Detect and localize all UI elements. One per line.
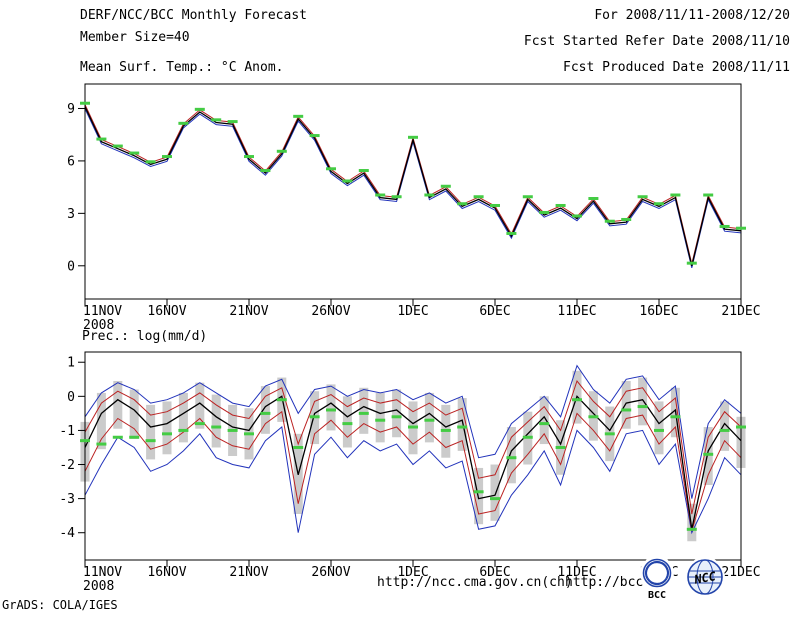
svg-text:16NOV: 16NOV (147, 565, 186, 580)
bcc-url-text: http://bcc.c (565, 575, 659, 590)
svg-text:21NOV: 21NOV (229, 565, 268, 580)
svg-text:6DEC: 6DEC (479, 304, 510, 319)
svg-text:21DEC: 21DEC (721, 304, 760, 319)
svg-text:1DEC: 1DEC (397, 304, 428, 319)
svg-text:6DEC: 6DEC (479, 565, 510, 580)
svg-text:21DEC: 21DEC (721, 565, 760, 580)
svg-text:11DEC: 11DEC (557, 565, 596, 580)
svg-text:11NOV: 11NOV (83, 565, 122, 580)
svg-text:2008: 2008 (83, 579, 114, 594)
refer-date-label: Fcst Started Refer Date 2008/11/10 (523, 34, 790, 49)
svg-text:2008: 2008 (83, 318, 114, 333)
svg-text:11NOV: 11NOV (83, 304, 122, 319)
produced-date-label: Fcst Produced Date 2008/11/11 (563, 60, 790, 75)
svg-text:9: 9 (67, 102, 75, 117)
svg-text:1DEC: 1DEC (397, 565, 428, 580)
svg-text:16DEC: 16DEC (639, 304, 678, 319)
svg-text:26NOV: 26NOV (311, 565, 350, 580)
svg-text:NCC: NCC (692, 569, 718, 587)
svg-text:3: 3 (67, 207, 75, 222)
bcc-logo: BCC (640, 556, 674, 601)
member-size-label: Member Size=40 (80, 30, 190, 45)
svg-text:26NOV: 26NOV (311, 304, 350, 319)
temp-chart-title: Mean Surf. Temp.: °C Anom. (80, 60, 284, 75)
svg-text:BCC: BCC (648, 590, 666, 601)
svg-text:-4: -4 (59, 526, 75, 541)
svg-text:21NOV: 21NOV (229, 304, 268, 319)
svg-text:16NOV: 16NOV (147, 304, 186, 319)
precip-chart-title: Prec.: log(mm/d) (82, 329, 208, 344)
ncc-url-text: http://ncc.cma.gov.cn(ch) (377, 575, 573, 590)
forecast-period: For 2008/11/11-2008/12/20 (594, 8, 790, 23)
svg-text:-1: -1 (59, 424, 75, 439)
svg-text:1: 1 (67, 356, 75, 371)
grads-credit: GrADS: COLA/IGES (2, 598, 118, 612)
svg-text:11DEC: 11DEC (557, 304, 596, 319)
ncc-logo: NCC (685, 557, 725, 597)
svg-text:0: 0 (67, 390, 75, 405)
svg-text:0: 0 (67, 259, 75, 274)
svg-text:-2: -2 (59, 458, 75, 473)
forecast-title: DERF/NCC/BCC Monthly Forecast (80, 8, 307, 23)
svg-text:-3: -3 (59, 492, 75, 507)
svg-text:6: 6 (67, 154, 75, 169)
